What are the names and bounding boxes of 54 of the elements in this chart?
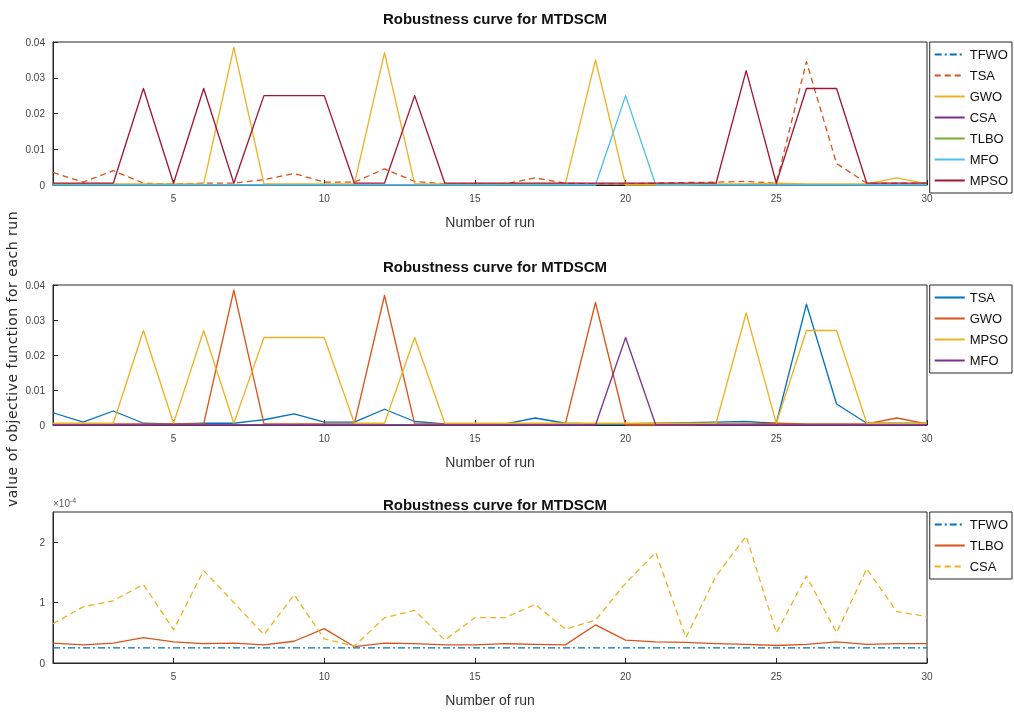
legend-label: GWO — [969, 89, 1003, 104]
legend-label: TLBO — [969, 538, 1004, 553]
x-tick-label: 30 — [921, 670, 933, 682]
x-axis-title: Number of run — [445, 454, 535, 470]
chart-title: Robustness curve for MTDSCM — [382, 258, 608, 275]
legend-label: GWO — [969, 311, 1003, 326]
y-tick-label: 0.02 — [25, 108, 46, 119]
x-tick-label: 25 — [770, 432, 783, 444]
x-tick-label: 30 — [921, 432, 933, 444]
legend-label: CSA — [969, 110, 997, 125]
legend-label: MFO — [969, 152, 999, 167]
legend-label: MPSO — [969, 173, 1009, 188]
x-axis-title: Number of run — [445, 214, 535, 230]
y-tick-label: 0.01 — [25, 384, 46, 396]
legend-label: CSA — [969, 559, 997, 574]
x-tick-label: 5 — [170, 192, 177, 204]
x-tick-label: 20 — [620, 670, 632, 682]
legend-label: TSA — [969, 68, 996, 83]
legend-label: TFWO — [969, 517, 1008, 532]
x-tick-label: 30 — [921, 192, 933, 204]
y-tick-label: 0.01 — [25, 143, 46, 155]
y-tick-label: 0.04 — [25, 279, 46, 291]
x-tick-label: 5 — [170, 670, 177, 682]
y-tick-label: 0.02 — [25, 349, 46, 361]
x-tick-label: 15 — [469, 670, 481, 682]
y-tick-label: 0 — [39, 179, 46, 191]
x-tick-label: 10 — [318, 432, 331, 444]
y-tick-label: 0.04 — [25, 36, 46, 48]
legend-label: TLBO — [969, 131, 1004, 146]
x-tick-label: 5 — [170, 432, 177, 444]
legend-label: TSA — [969, 290, 996, 305]
y-tick-label: 2 — [39, 536, 46, 548]
x-tick-label: 10 — [318, 192, 331, 204]
legend-label: MPSO — [969, 332, 1009, 347]
x-tick-label: 20 — [620, 192, 632, 204]
chart-title: Robustness curve for MTDSCM — [382, 10, 608, 27]
y-axis-title: value of objective function for each run — [4, 210, 20, 508]
legend-label: MFO — [969, 353, 999, 368]
y-tick-label: 0 — [39, 419, 46, 431]
x-tick-label: 10 — [318, 670, 331, 682]
x-tick-label: 15 — [469, 192, 481, 204]
legend-label: TFWO — [969, 47, 1008, 62]
y-tick-label: 0.03 — [25, 72, 46, 84]
x-axis-title: Number of run — [445, 692, 535, 708]
x-tick-label: 25 — [770, 670, 783, 682]
y-tick-label: 0.03 — [25, 314, 46, 326]
x-tick-label: 15 — [469, 432, 481, 444]
x-tick-label: 25 — [770, 192, 783, 204]
y-tick-label: 0 — [39, 657, 46, 669]
line-series — [52, 535, 928, 647]
line-series — [52, 624, 928, 648]
x-tick-label: 20 — [620, 432, 632, 444]
y-tick-label: 1 — [39, 597, 46, 609]
chart-title: Robustness curve for MTDSCM — [382, 496, 608, 513]
